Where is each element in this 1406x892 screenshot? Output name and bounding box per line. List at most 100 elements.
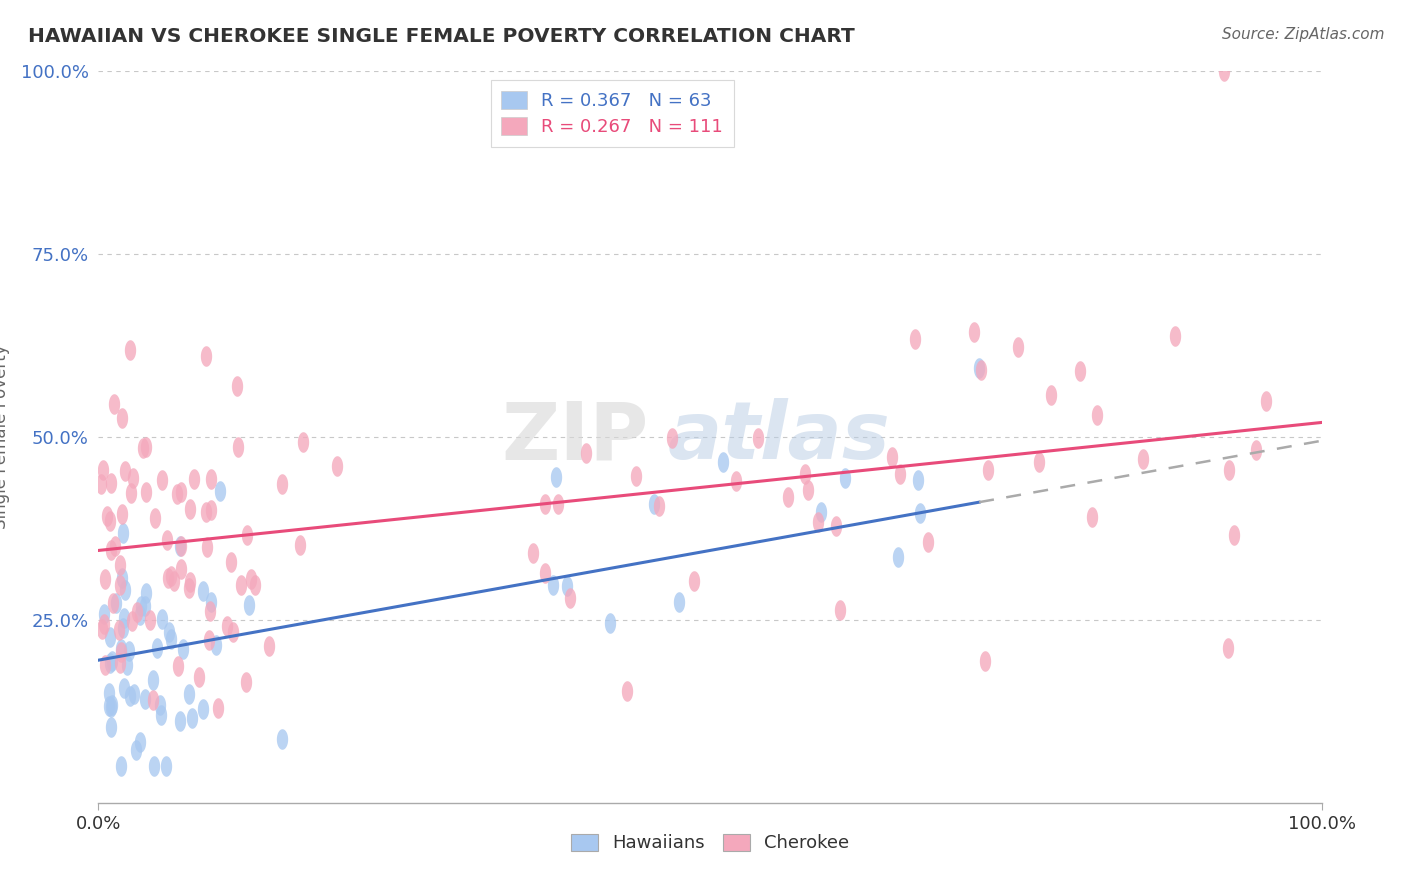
Point: [134, 692, 156, 706]
Point: [713, 455, 735, 469]
Point: [724, 474, 747, 488]
Point: [104, 596, 127, 610]
Point: [910, 506, 932, 520]
Point: [222, 625, 245, 640]
Point: [271, 477, 294, 491]
Point: [522, 546, 544, 560]
Point: [1069, 364, 1091, 378]
Point: [108, 623, 131, 637]
Point: [135, 441, 157, 455]
Point: [112, 681, 135, 695]
Point: [118, 343, 141, 358]
Point: [111, 526, 134, 541]
Point: [198, 603, 221, 617]
Point: [96, 509, 118, 524]
Point: [541, 578, 564, 592]
Point: [157, 624, 180, 639]
Point: [195, 505, 218, 519]
Point: [235, 674, 257, 689]
Point: [100, 654, 122, 668]
Point: [125, 605, 148, 619]
Point: [778, 490, 800, 504]
Point: [1254, 393, 1277, 408]
Point: [100, 720, 122, 734]
Point: [170, 562, 193, 576]
Point: [977, 463, 1000, 477]
Point: [198, 633, 221, 648]
Point: [114, 464, 136, 478]
Point: [155, 759, 177, 773]
Point: [555, 579, 578, 593]
Point: [238, 598, 260, 612]
Point: [793, 467, 815, 482]
Point: [97, 698, 120, 713]
Point: [110, 759, 132, 773]
Point: [1244, 442, 1267, 457]
Point: [973, 654, 995, 668]
Point: [1216, 640, 1239, 655]
Point: [98, 630, 121, 644]
Point: [969, 361, 991, 376]
Point: [1164, 328, 1187, 343]
Point: [194, 349, 217, 363]
Point: [111, 508, 134, 522]
Point: [124, 743, 146, 757]
Point: [575, 446, 598, 460]
Point: [110, 642, 132, 657]
Point: [904, 332, 927, 346]
Point: [114, 583, 136, 598]
Point: [235, 528, 257, 542]
Point: [825, 518, 848, 533]
Point: [101, 698, 124, 712]
Point: [1223, 528, 1246, 542]
Point: [599, 615, 621, 630]
Point: [129, 599, 152, 613]
Point: [200, 502, 222, 516]
Point: [143, 759, 166, 773]
Point: [93, 607, 115, 622]
Point: [183, 472, 205, 486]
Text: HAWAIIAN VS CHEROKEE SINGLE FEMALE POVERTY CORRELATION CHART: HAWAIIAN VS CHEROKEE SINGLE FEMALE POVER…: [28, 27, 855, 45]
Point: [889, 467, 911, 482]
Point: [187, 670, 209, 684]
Point: [191, 702, 214, 716]
Point: [288, 538, 311, 552]
Text: ZIP: ZIP: [502, 398, 648, 476]
Point: [104, 539, 127, 553]
Point: [546, 469, 568, 483]
Point: [145, 511, 167, 525]
Point: [661, 431, 683, 445]
Point: [111, 411, 134, 425]
Point: [146, 640, 169, 655]
Point: [1081, 510, 1104, 524]
Point: [170, 484, 193, 499]
Point: [156, 533, 179, 547]
Point: [94, 657, 117, 672]
Point: [179, 574, 201, 589]
Point: [120, 690, 142, 704]
Point: [166, 487, 188, 501]
Point: [747, 431, 769, 445]
Point: [110, 645, 132, 659]
Point: [682, 574, 704, 589]
Point: [560, 591, 582, 606]
Point: [200, 595, 222, 609]
Point: [193, 583, 215, 598]
Point: [103, 596, 125, 610]
Point: [970, 363, 993, 377]
Point: [204, 638, 226, 652]
Point: [810, 505, 832, 519]
Point: [111, 571, 134, 585]
Point: [533, 566, 555, 580]
Point: [177, 582, 200, 596]
Point: [326, 459, 349, 474]
Point: [887, 550, 910, 565]
Point: [93, 572, 115, 586]
Point: [169, 539, 191, 553]
Point: [169, 714, 191, 728]
Point: [160, 569, 183, 583]
Point: [122, 687, 145, 701]
Point: [149, 698, 172, 712]
Point: [226, 440, 249, 454]
Point: [1212, 64, 1234, 78]
